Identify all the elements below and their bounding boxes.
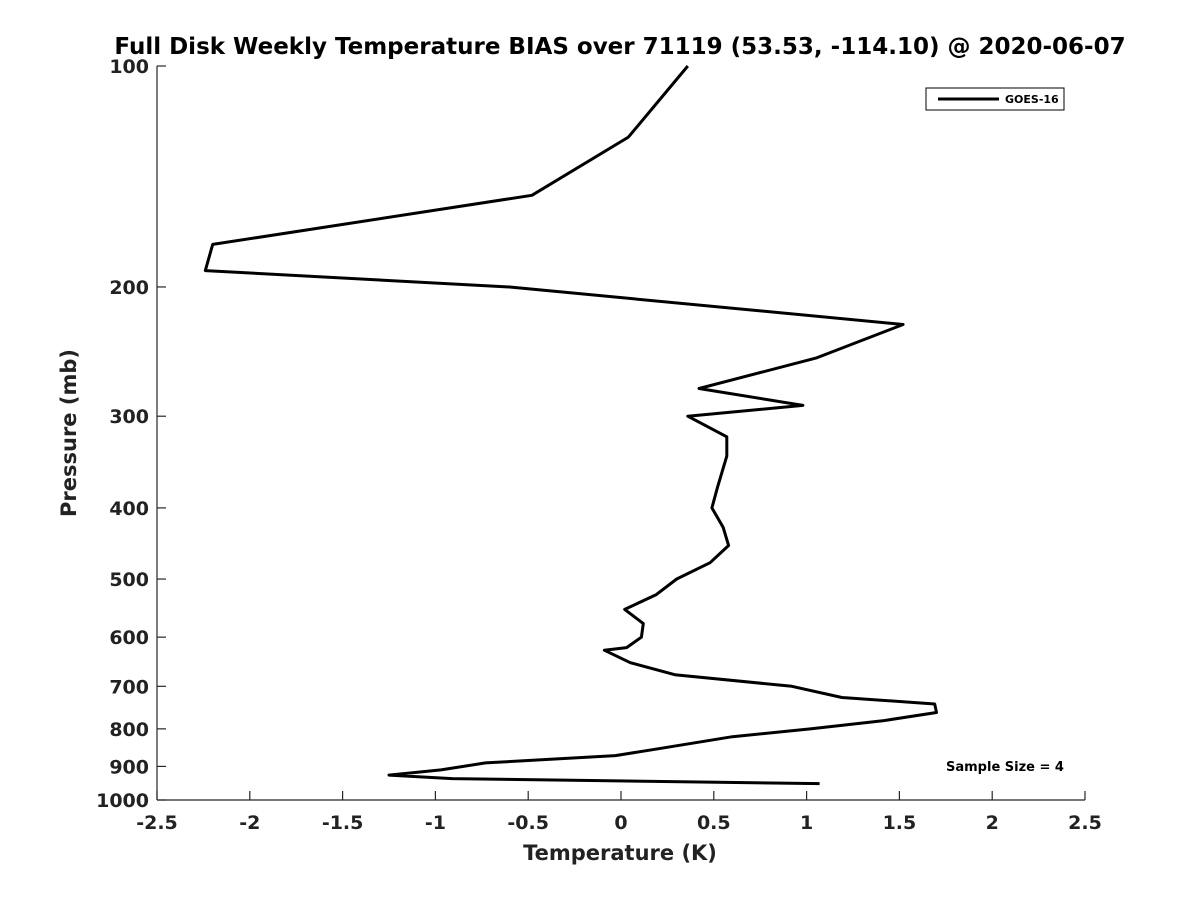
legend-label-goes-16: GOES-16 [1005, 93, 1059, 106]
x-tick-label: 1.5 [883, 812, 917, 834]
series-group [203, 65, 938, 786]
y-tick-label: 900 [109, 756, 149, 778]
y-tick-label: 300 [109, 406, 149, 428]
x-ticks: -2.5 -2 -1.5 -1 -0.5 0 0.5 1 1.5 2 2.5 [136, 791, 1102, 834]
y-tick-label: 200 [109, 277, 149, 299]
y-tick-label: 600 [109, 627, 149, 649]
y-tick-label: 800 [109, 719, 149, 741]
x-tick-label: -2 [239, 812, 260, 834]
y-axis-label: Pressure (mb) [57, 349, 81, 517]
chart-title: Full Disk Weekly Temperature BIAS over 7… [114, 34, 1125, 60]
x-tick-label: -2.5 [136, 812, 178, 834]
y-tick-label: 400 [109, 498, 149, 520]
y-tick-label: 700 [109, 676, 149, 698]
x-tick-label: -1 [425, 812, 446, 834]
y-ticks: 100 200 300 400 500 600 700 800 900 1000 [96, 56, 166, 812]
x-tick-label: -0.5 [507, 812, 549, 834]
y-tick-label: 500 [109, 569, 149, 591]
x-tick-label: 2.5 [1068, 812, 1102, 834]
x-tick-label: 0.5 [697, 812, 731, 834]
x-tick-label: 2 [986, 812, 999, 834]
x-axis-label: Temperature (K) [523, 841, 717, 865]
x-tick-label: -1.5 [322, 812, 364, 834]
y-tick-label: 1000 [96, 790, 149, 812]
y-tick-label: 100 [109, 56, 149, 78]
legend: GOES-16 [925, 87, 1065, 111]
x-tick-label: 1 [800, 812, 813, 834]
sample-size-annotation: Sample Size = 4 [946, 760, 1064, 775]
series-line-goes-16 [203, 65, 938, 786]
x-tick-label: 0 [614, 812, 627, 834]
